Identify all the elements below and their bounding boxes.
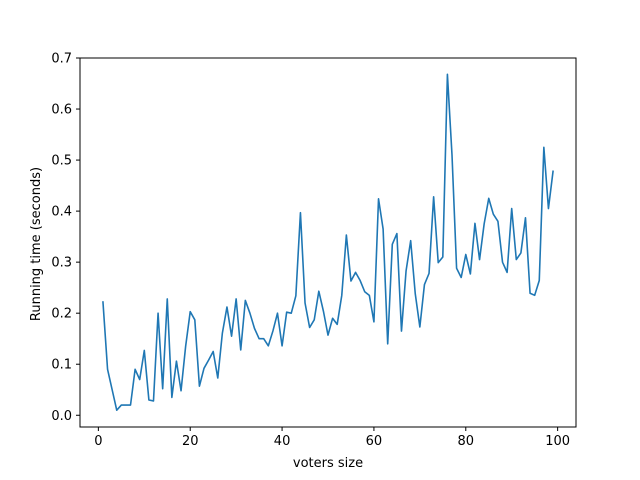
plot-area bbox=[79, 57, 577, 428]
y-tick-label: 0.2 bbox=[51, 307, 72, 322]
y-tick-label: 0.1 bbox=[51, 358, 72, 373]
axes-frame bbox=[79, 57, 577, 428]
x-tick-label: 0 bbox=[94, 434, 102, 449]
x-tick-label: 100 bbox=[545, 434, 570, 449]
x-axis-ticks: 0 20 40 60 80 100 bbox=[94, 427, 570, 449]
y-tick-label: 0.0 bbox=[51, 409, 72, 424]
y-tick-label: 0.3 bbox=[51, 256, 72, 271]
y-tick-label: 0.6 bbox=[51, 103, 72, 118]
x-tick-label: 60 bbox=[366, 434, 383, 449]
x-tick-label: 20 bbox=[182, 434, 199, 449]
y-tick-label: 0.5 bbox=[51, 154, 72, 169]
y-tick-label: 0.7 bbox=[51, 52, 72, 67]
x-axis-label: voters size bbox=[293, 456, 363, 471]
x-tick-label: 40 bbox=[274, 434, 291, 449]
x-tick-label: 80 bbox=[458, 434, 475, 449]
series-line bbox=[102, 73, 554, 411]
y-tick-label: 0.4 bbox=[51, 205, 72, 220]
y-axis-ticks: 0.0 0.1 0.2 0.3 0.4 0.5 0.6 0.7 bbox=[51, 52, 80, 424]
y-axis-label: Running time (seconds) bbox=[29, 167, 44, 321]
